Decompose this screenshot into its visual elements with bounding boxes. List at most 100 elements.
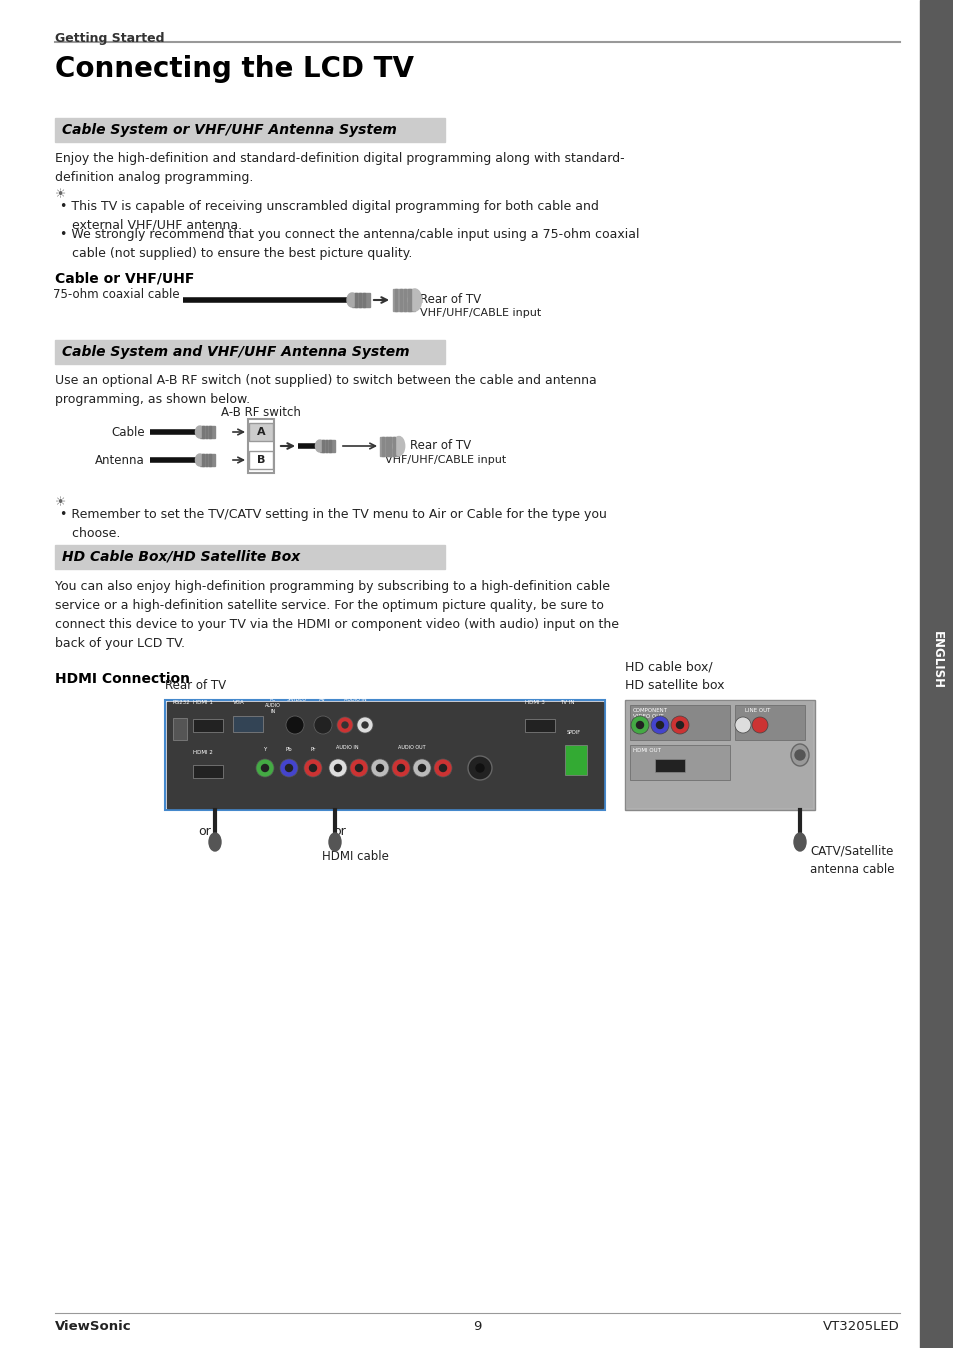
Text: Rear of TV: Rear of TV bbox=[165, 679, 226, 692]
Text: ENGLISH: ENGLISH bbox=[929, 631, 943, 689]
Bar bbox=[655, 759, 684, 772]
Bar bbox=[55, 119, 444, 142]
Bar bbox=[165, 700, 604, 810]
Circle shape bbox=[361, 723, 368, 728]
Circle shape bbox=[329, 759, 347, 776]
Bar bbox=[363, 293, 365, 307]
Text: A: A bbox=[256, 427, 265, 437]
Circle shape bbox=[341, 723, 348, 728]
Circle shape bbox=[397, 764, 404, 771]
Text: HDMI OUT: HDMI OUT bbox=[633, 748, 660, 754]
Text: Y: Y bbox=[263, 747, 266, 752]
Bar bbox=[393, 288, 415, 311]
Text: SPDIF: SPDIF bbox=[566, 731, 580, 735]
Bar bbox=[193, 718, 223, 732]
Text: ☀: ☀ bbox=[55, 496, 66, 510]
Circle shape bbox=[350, 759, 368, 776]
Circle shape bbox=[255, 759, 274, 776]
Text: Pr: Pr bbox=[310, 747, 315, 752]
Bar bbox=[193, 766, 223, 778]
Text: HDMI Connection: HDMI Connection bbox=[55, 673, 190, 686]
Text: Cable System or VHF/UHF Antenna System: Cable System or VHF/UHF Antenna System bbox=[62, 123, 396, 137]
Circle shape bbox=[434, 759, 452, 776]
Bar bbox=[199, 454, 214, 466]
Circle shape bbox=[630, 716, 648, 735]
Text: Cable: Cable bbox=[112, 426, 145, 438]
Circle shape bbox=[656, 721, 662, 728]
Text: Use an optional A-B RF switch (not supplied) to switch between the cable and ant: Use an optional A-B RF switch (not suppl… bbox=[55, 373, 597, 406]
Text: Getting Started: Getting Started bbox=[55, 32, 164, 44]
Bar bbox=[379, 437, 398, 456]
Bar bbox=[172, 718, 187, 740]
Circle shape bbox=[418, 764, 425, 771]
Ellipse shape bbox=[209, 833, 221, 851]
Circle shape bbox=[336, 717, 353, 733]
Circle shape bbox=[413, 759, 431, 776]
Text: Connecting the LCD TV: Connecting the LCD TV bbox=[55, 55, 414, 84]
Bar bbox=[399, 288, 401, 311]
Text: VT3205LED: VT3205LED bbox=[822, 1320, 899, 1333]
Bar bbox=[355, 293, 356, 307]
Bar bbox=[734, 705, 804, 740]
Circle shape bbox=[670, 716, 688, 735]
Text: Rear of TV: Rear of TV bbox=[419, 293, 480, 306]
Bar bbox=[329, 439, 331, 452]
Bar bbox=[199, 426, 214, 438]
Bar bbox=[209, 426, 211, 438]
Text: AV: AV bbox=[319, 697, 326, 702]
Circle shape bbox=[476, 764, 483, 772]
Text: or: or bbox=[198, 825, 212, 838]
Circle shape bbox=[280, 759, 297, 776]
Text: A-B RF switch: A-B RF switch bbox=[221, 406, 300, 419]
Bar bbox=[358, 293, 360, 307]
Bar bbox=[629, 705, 729, 740]
Bar bbox=[249, 423, 273, 441]
Text: HDMI 2: HDMI 2 bbox=[193, 749, 213, 755]
Bar bbox=[202, 426, 204, 438]
Text: ViewSonic: ViewSonic bbox=[55, 1320, 132, 1333]
Text: AUDIO IN: AUDIO IN bbox=[343, 697, 366, 702]
Bar bbox=[206, 454, 207, 466]
Circle shape bbox=[439, 764, 446, 771]
Text: HD cable box/
HD satellite box: HD cable box/ HD satellite box bbox=[624, 661, 723, 692]
Ellipse shape bbox=[329, 833, 340, 851]
Bar bbox=[624, 700, 814, 810]
Ellipse shape bbox=[408, 288, 421, 311]
Circle shape bbox=[794, 749, 804, 760]
Circle shape bbox=[286, 716, 304, 735]
Bar bbox=[206, 426, 207, 438]
Bar bbox=[626, 702, 812, 807]
Bar bbox=[233, 716, 263, 732]
Bar bbox=[385, 437, 387, 456]
Circle shape bbox=[751, 717, 767, 733]
Bar bbox=[322, 439, 324, 452]
Text: 9: 9 bbox=[473, 1320, 480, 1333]
Text: ☀: ☀ bbox=[55, 187, 66, 201]
Circle shape bbox=[650, 716, 668, 735]
Text: VHF/UHF/CABLE input: VHF/UHF/CABLE input bbox=[385, 456, 506, 465]
Text: You can also enjoy high-definition programming by subscribing to a high-definiti: You can also enjoy high-definition progr… bbox=[55, 580, 618, 650]
Bar bbox=[403, 288, 406, 311]
Ellipse shape bbox=[315, 439, 324, 452]
Circle shape bbox=[636, 721, 643, 728]
Circle shape bbox=[355, 764, 362, 771]
Text: HDMI 3: HDMI 3 bbox=[524, 700, 544, 705]
Ellipse shape bbox=[195, 426, 204, 438]
Bar bbox=[248, 419, 274, 473]
Circle shape bbox=[356, 717, 373, 733]
Text: B: B bbox=[256, 456, 265, 465]
Bar bbox=[524, 718, 555, 732]
Text: AUDIO IN: AUDIO IN bbox=[335, 745, 358, 749]
Circle shape bbox=[335, 764, 341, 771]
Text: Enjoy the high-definition and standard-definition digital programming along with: Enjoy the high-definition and standard-d… bbox=[55, 152, 624, 183]
Circle shape bbox=[304, 759, 322, 776]
Bar bbox=[395, 288, 397, 311]
Text: Antenna: Antenna bbox=[95, 453, 145, 466]
Bar bbox=[352, 293, 370, 307]
Text: AUDIO OUT: AUDIO OUT bbox=[397, 745, 425, 749]
Text: • We strongly recommend that you connect the antenna/cable input using a 75-ohm : • We strongly recommend that you connect… bbox=[60, 228, 639, 260]
Text: 75-ohm coaxial cable: 75-ohm coaxial cable bbox=[53, 288, 180, 302]
Circle shape bbox=[261, 764, 268, 771]
Bar bbox=[209, 454, 211, 466]
Text: • Remember to set the TV/CATV setting in the TV menu to Air or Cable for the typ: • Remember to set the TV/CATV setting in… bbox=[60, 508, 606, 541]
